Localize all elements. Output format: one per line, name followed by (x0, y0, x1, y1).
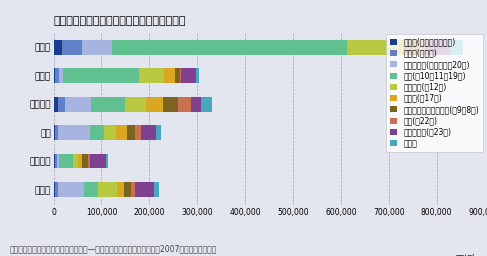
Bar (73, 154, 78, 168)
Bar (59, 154, 73, 168)
Bar (135, 182, 154, 197)
Bar (201, 97, 211, 112)
Bar (82, 40, 112, 55)
Bar (127, 125, 135, 140)
Bar (178, 97, 191, 112)
Bar (62, 40, 82, 55)
Bar (403, 40, 417, 55)
Bar (163, 97, 178, 112)
Bar (131, 182, 135, 197)
Bar (91, 125, 104, 140)
Bar (112, 40, 347, 55)
Bar (97, 182, 117, 197)
Bar (88, 154, 91, 168)
Bar (392, 40, 403, 55)
Bar (54, 154, 56, 168)
Bar (117, 182, 125, 197)
Bar (155, 125, 161, 140)
Bar (425, 40, 450, 55)
Bar (139, 68, 164, 83)
Bar (347, 40, 392, 55)
Bar (154, 182, 159, 197)
Bar (63, 68, 139, 83)
Bar (54, 182, 56, 197)
Bar (56, 154, 57, 168)
Bar (58, 182, 84, 197)
Bar (91, 97, 126, 112)
Bar (146, 97, 163, 112)
Bar (58, 125, 91, 140)
Bar (141, 125, 155, 140)
Bar (56, 68, 59, 83)
Bar (417, 40, 425, 55)
Bar (180, 68, 182, 83)
Bar (196, 68, 199, 83)
Bar (54, 68, 56, 83)
Text: 各国の輸入食料のフード・マイレージの比較: 各国の輸入食料のフード・マイレージの比較 (54, 16, 186, 26)
Bar (450, 40, 463, 55)
Bar (191, 97, 201, 112)
Text: 出典：中田哲也「フード・マイレージ―あなたの食が地球を変える」（2007年、日本評論社）: 出典：中田哲也「フード・マイレージ―あなたの食が地球を変える」（2007年、日本… (10, 244, 217, 253)
Bar (59, 68, 63, 83)
Bar (106, 154, 108, 168)
Bar (116, 125, 127, 140)
Bar (125, 182, 131, 197)
Bar (54, 97, 58, 112)
Bar (104, 125, 116, 140)
Legend: 畜産物(第１、２、４類), 水産物(第３類), 野菜・果樹(第７、９、20類), 穀物(第10、11、19類), 油糧種子(第12類), 砂糖類(第17類), : 畜産物(第１、２、４類), 水産物(第３類), 野菜・果樹(第７、９、20類),… (386, 34, 483, 152)
Bar (175, 68, 180, 83)
Bar (182, 68, 196, 83)
Bar (78, 154, 82, 168)
Bar (135, 125, 141, 140)
Bar (91, 154, 106, 168)
Bar (58, 97, 65, 112)
Bar (82, 154, 88, 168)
Bar (54, 40, 62, 55)
Bar (65, 97, 91, 112)
Bar (54, 125, 56, 140)
Bar (84, 182, 97, 197)
Bar (164, 68, 175, 83)
Text: 百万t・km: 百万t・km (456, 253, 485, 256)
Bar (126, 97, 146, 112)
Bar (56, 182, 58, 197)
Bar (57, 154, 59, 168)
Bar (56, 125, 58, 140)
